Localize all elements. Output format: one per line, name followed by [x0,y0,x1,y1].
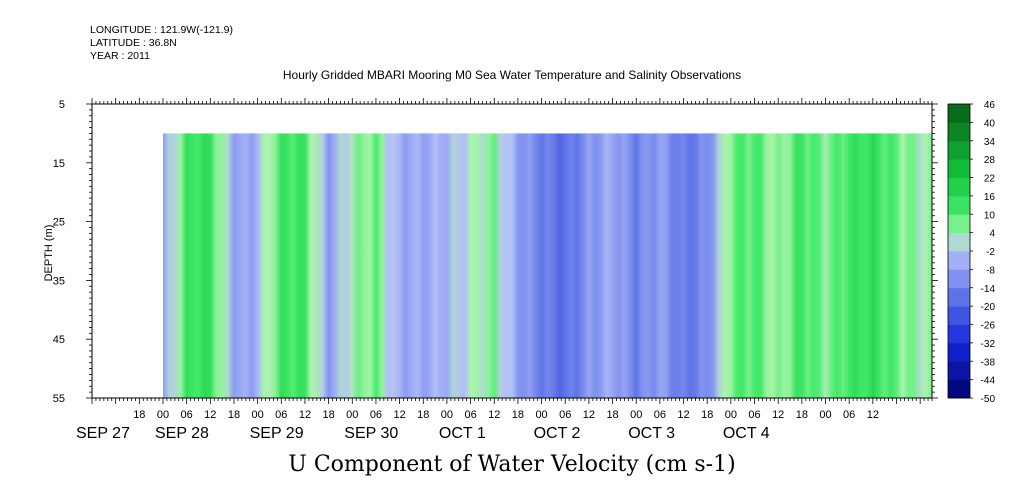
x-hour-label: 12 [867,409,879,421]
colorbar-label: 40 [984,118,996,129]
colorbar-segment [948,342,970,362]
x-date-label: OCT 3 [628,425,675,442]
x-date-label: SEP 29 [250,425,304,442]
x-hour-label: 00 [725,409,737,421]
colorbar-segment [948,195,970,215]
x-hour-label: 06 [275,409,287,421]
y-tick-label: 25 [53,217,65,229]
x-hour-label: 00 [535,409,547,421]
colorbar-label: 16 [984,192,996,203]
colorbar-segment [948,140,970,160]
x-date-label: SEP 27 [76,425,130,442]
x-hour-label: 12 [677,409,689,421]
x-hour-label: 18 [796,409,808,421]
colorbar-label: -26 [981,321,996,332]
colorbar: 46 40 34 28 22 16 10 4 -2 -8 -14 -20 -26 -32 -38 -44 -50 [947,100,996,405]
x-hour-label: 00 [819,409,831,421]
colorbar-label: -38 [981,357,996,368]
x-hour-label: 06 [559,409,571,421]
x-hour-label: 12 [772,409,784,421]
colorbar-segment [948,232,970,252]
colorbar-segment [948,379,970,399]
latitude-label: LATITUDE : 36.8N [90,37,177,49]
colorbar-segment [948,177,970,197]
colorbar-segment [948,269,970,289]
colorbar-segment [948,214,970,234]
x-hour-label: 18 [606,409,618,421]
colorbar-label: 28 [984,155,996,166]
colorbar-label: -14 [981,284,996,295]
colorbar-segment [948,361,970,381]
x-hour-label: 00 [157,409,169,421]
x-date-label: OCT 4 [723,425,770,442]
velocity-field-band [162,133,933,398]
colorbar-label: -20 [981,302,996,313]
y-tick-label: 35 [53,275,65,287]
x-date-label: OCT 1 [439,425,486,442]
x-hour-label: 12 [488,409,500,421]
colorbar-segment [948,324,970,344]
colorbar-segment [948,159,970,178]
x-date-label: OCT 2 [534,425,581,442]
y-tick-label: 45 [53,334,65,346]
x-hour-label: 12 [583,409,595,421]
x-hour-label: 18 [228,409,240,421]
colorbar-label: 34 [984,137,996,148]
colorbar-segment [948,251,970,270]
colorbar-label: 4 [989,229,995,240]
x-hour-label: 12 [393,409,405,421]
x-hour-label: 06 [370,409,382,421]
x-hour-label: 18 [512,409,524,421]
x-hour-label: 06 [843,409,855,421]
y-tick-label: 15 [53,158,65,170]
y-axis-label: DEPTH (m) [43,224,55,282]
x-hour-label: 18 [322,409,334,421]
x-hour-label: 06 [748,409,760,421]
x-hour-label: 06 [464,409,476,421]
colorbar-label: -50 [981,394,996,405]
longitude-label: LONGITUDE : 121.9W(-121.9) [90,24,233,36]
x-hour-label: 18 [133,409,145,421]
velocity-field [162,133,933,398]
x-date-label: SEP 30 [344,425,398,442]
colorbar-label: -32 [981,339,996,350]
x-hour-label: 00 [346,409,358,421]
colorbar-segment [948,104,970,123]
x-hour-label: 06 [181,409,193,421]
y-tick-label: 55 [53,393,65,405]
x-date-label: SEP 28 [155,425,209,442]
x-hour-label: 00 [441,409,453,421]
y-tick-label: 5 [59,99,65,111]
colorbar-segment [948,306,970,325]
colorbar-label: -2 [986,247,995,258]
colorbar-segment [948,287,970,307]
x-hour-label: 06 [654,409,666,421]
x-axis-label: U Component of Water Velocity (cm s-1) [288,452,736,477]
x-hour-label: 18 [701,409,713,421]
x-hour-label: 12 [204,409,216,421]
colorbar-label: 10 [984,210,996,221]
chart-title: Hourly Gridded MBARI Mooring M0 Sea Wate… [282,68,742,82]
colorbar-label: 22 [984,174,996,185]
x-hour-label: 00 [252,409,264,421]
x-hour-label: 00 [630,409,642,421]
x-hour-label: 12 [299,409,311,421]
axes: 5 15 25 35 45 55 18 00 06 12 18 00 06 12 18 00 06 12 18 00 0… [53,98,938,442]
x-hour-label: 18 [417,409,429,421]
colorbar-label: 46 [984,100,996,111]
colorbar-label: -44 [981,376,996,387]
colorbar-segment [948,122,970,142]
year-label: YEAR : 2011 [90,50,150,62]
colorbar-label: -8 [986,265,995,276]
